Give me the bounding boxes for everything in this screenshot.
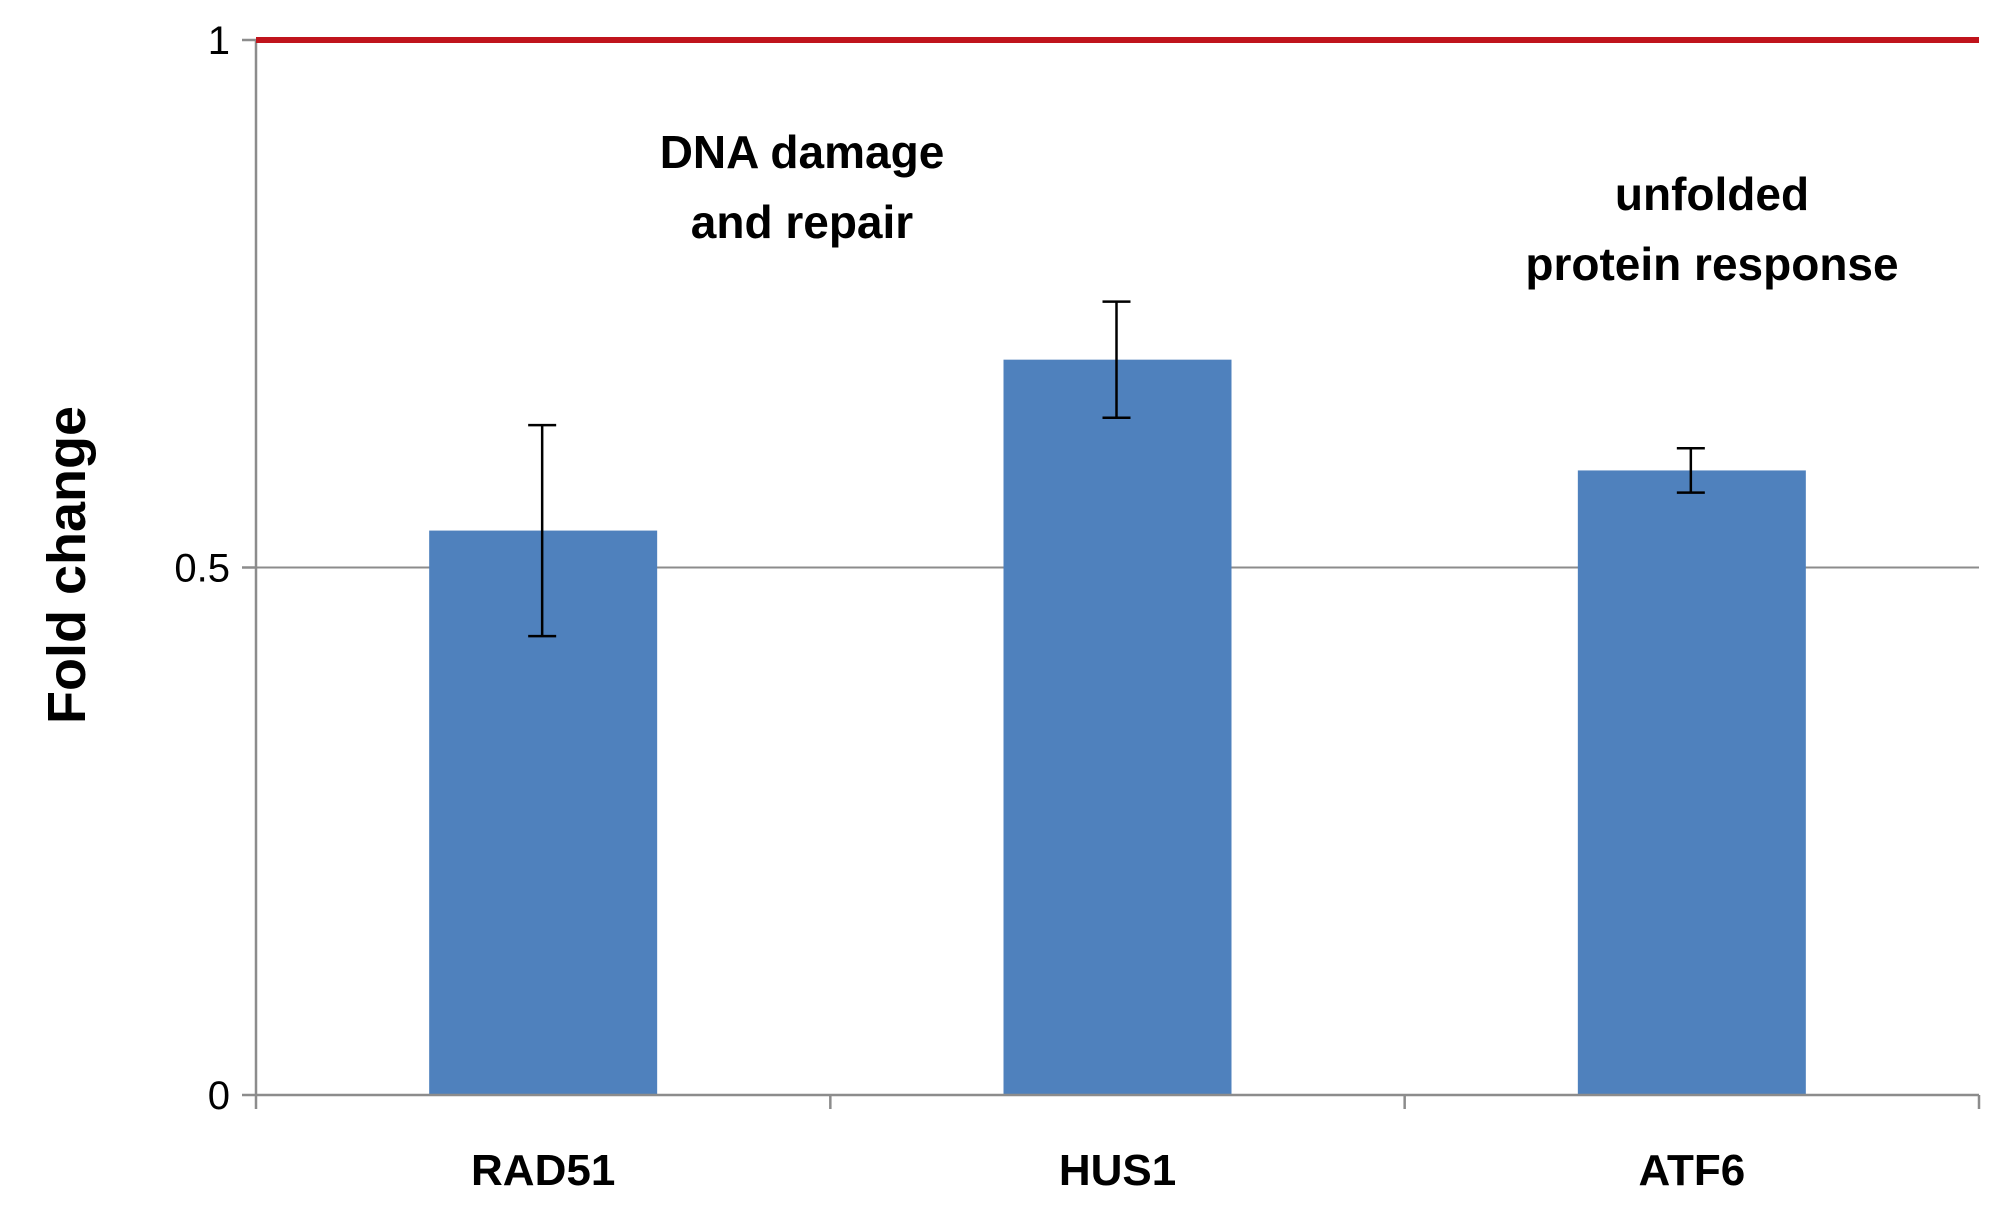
error-bar-atf6 xyxy=(1676,447,1705,494)
y-tick-label-1: 0.5 xyxy=(174,547,230,591)
annotations: DNA damage and repair unfolded protein resp… xyxy=(660,126,1899,290)
error-bars xyxy=(528,300,1705,638)
x-category-labels: RAD51 HUS1 ATF6 xyxy=(471,1146,1745,1195)
y-axis-title: Fold change xyxy=(37,406,97,724)
y-tick-label-2: 1 xyxy=(208,19,230,63)
annotation-0-line-1: and repair xyxy=(691,196,914,248)
axes xyxy=(242,38,1981,1109)
annotation-0-line-0: DNA damage xyxy=(660,126,945,178)
error-bar-rad51 xyxy=(528,423,557,638)
y-tick-labels: 00.51 xyxy=(174,19,230,1118)
annotation-1-line-1: protein response xyxy=(1525,238,1898,290)
x-tick-label-rad51: RAD51 xyxy=(471,1146,615,1195)
annotation-0: DNA damage and repair xyxy=(660,126,945,248)
annotation-1: unfolded protein response xyxy=(1525,168,1898,290)
x-tick-label-atf6: ATF6 xyxy=(1638,1146,1745,1195)
annotation-1-line-0: unfolded xyxy=(1615,168,1809,220)
x-tick-label-hus1: HUS1 xyxy=(1059,1146,1176,1195)
bar-atf6 xyxy=(1577,470,1806,1095)
error-bar-hus1 xyxy=(1102,300,1131,419)
y-tick-label-0: 0 xyxy=(208,1074,230,1118)
bar-hus1 xyxy=(1003,359,1232,1095)
bars xyxy=(429,359,1806,1095)
